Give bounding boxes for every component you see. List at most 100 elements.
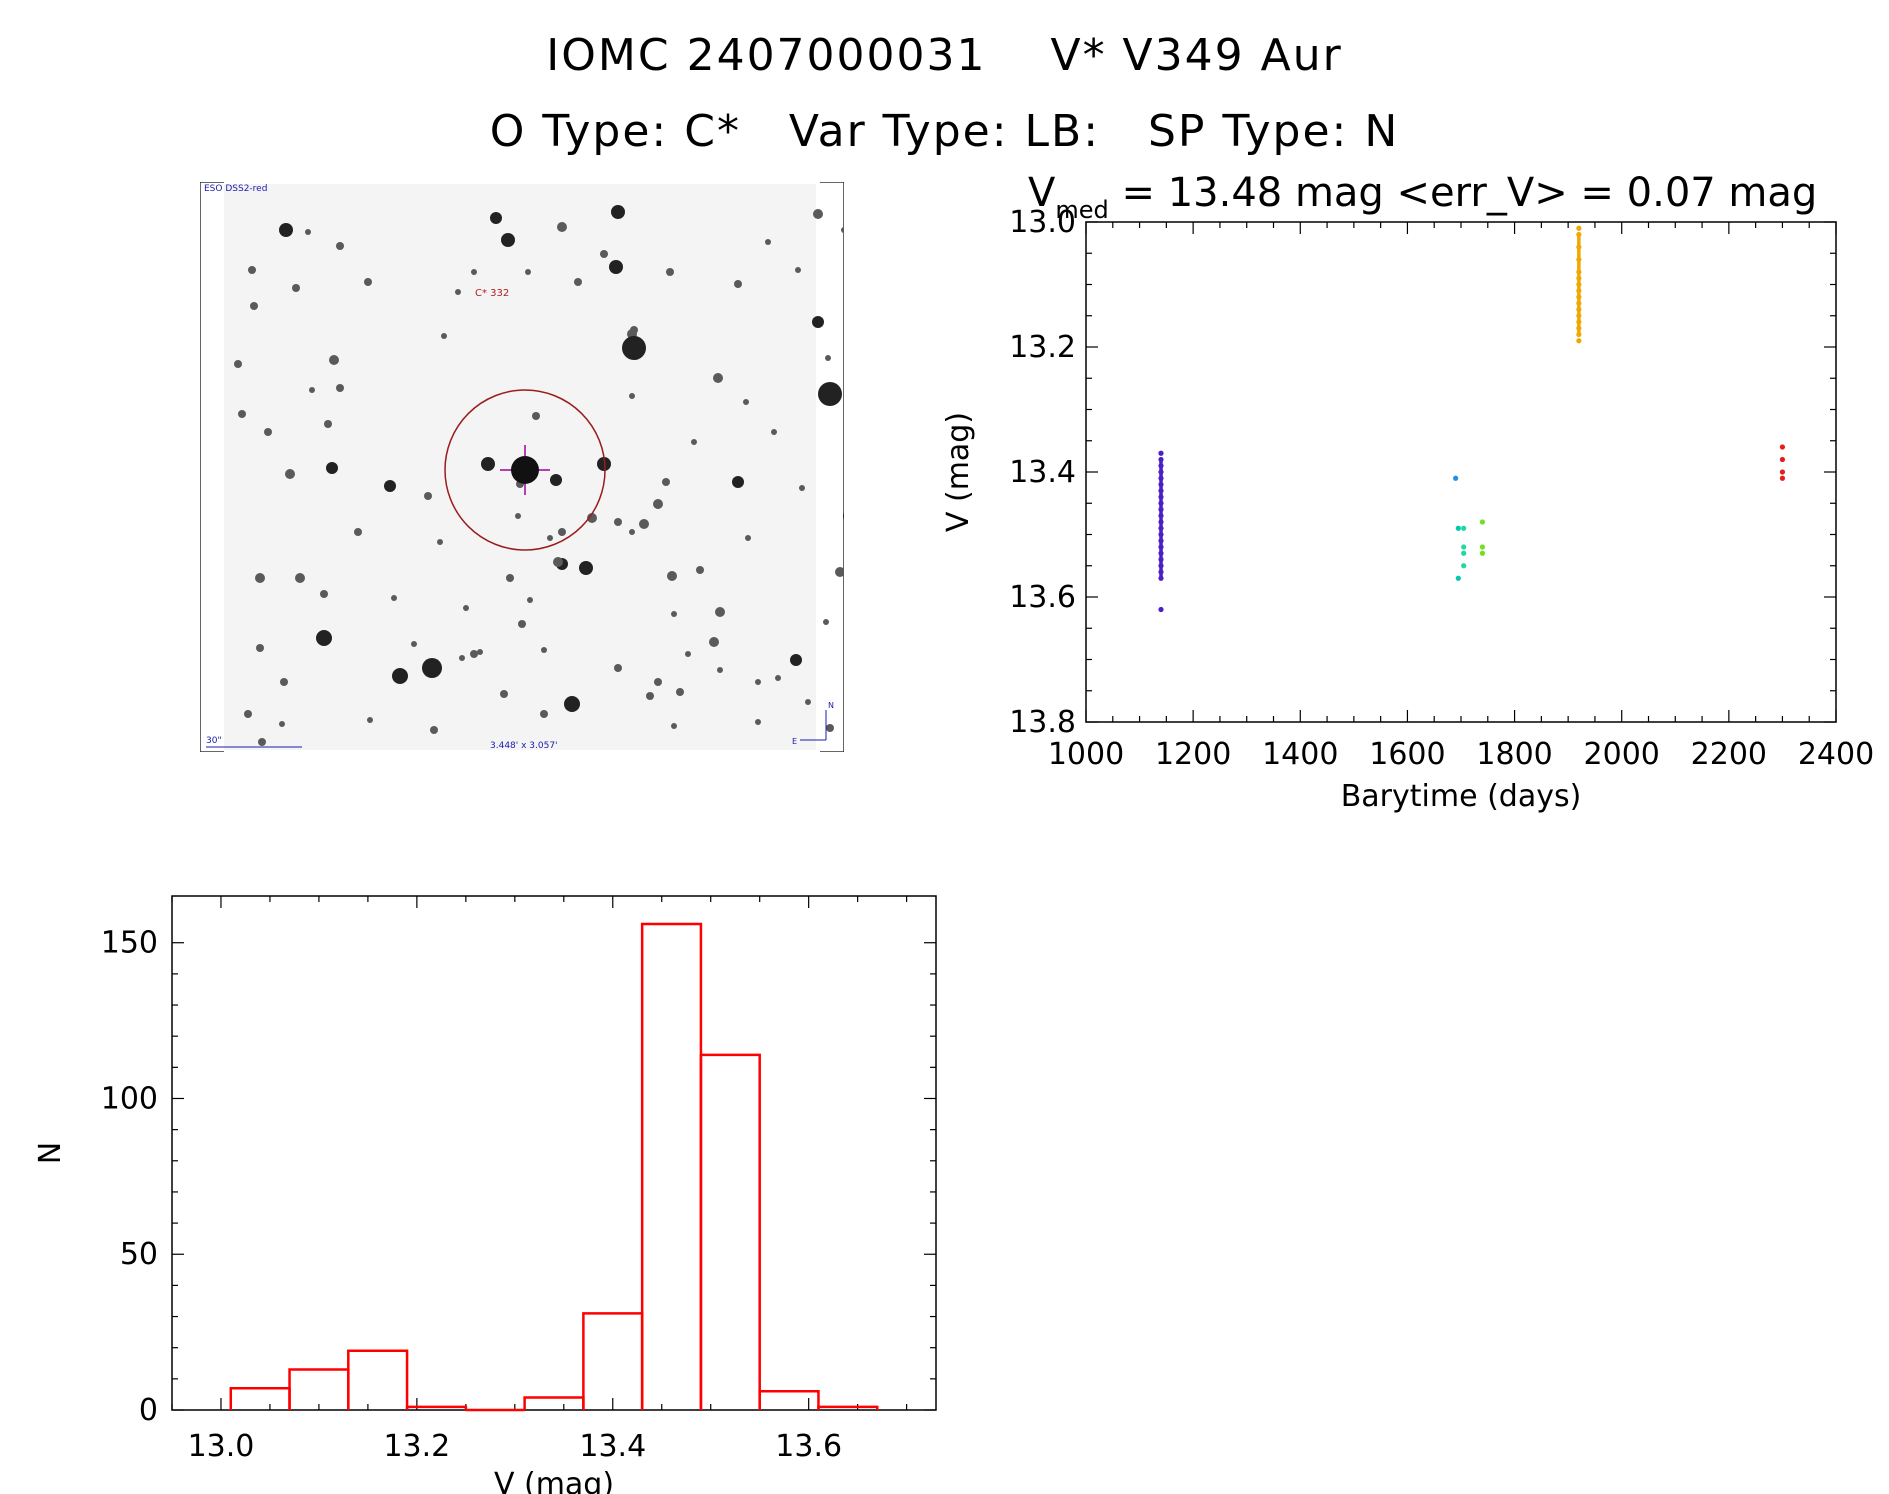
light-curve-point-epoch3 <box>1455 525 1461 531</box>
star-52 <box>459 655 465 661</box>
light-curve-point-epoch2 <box>1453 475 1459 481</box>
histogram-bar-2 <box>347 1349 409 1410</box>
star-76 <box>715 607 725 617</box>
star-95 <box>799 485 805 491</box>
light-curve-point-epoch7 <box>1779 469 1786 475</box>
star-87 <box>825 355 831 361</box>
star-71 <box>696 566 704 574</box>
light-curve-point-epoch7 <box>1779 444 1786 450</box>
compass-icon <box>800 710 827 741</box>
star-39 <box>587 513 597 523</box>
star-21 <box>441 333 447 339</box>
star-31 <box>326 462 338 474</box>
star-28 <box>626 340 638 352</box>
histogram-bar-6 <box>582 1312 644 1410</box>
star-13 <box>609 260 623 274</box>
target-star <box>511 456 539 484</box>
light-curve-y-tick-label: 13.4 <box>1009 455 1076 490</box>
star-54 <box>280 678 288 686</box>
histogram-bar-0 <box>229 1386 291 1410</box>
star-5 <box>292 284 300 292</box>
star-field <box>234 205 844 746</box>
light-curve-x-label: Barytime (days) <box>1341 779 1582 814</box>
histogram-x-tick-label: 13.4 <box>579 1429 646 1464</box>
star-6 <box>574 278 582 286</box>
light-curve-point-epoch4 <box>1461 550 1467 556</box>
star-15 <box>630 326 638 334</box>
star-114 <box>553 557 563 567</box>
star-69 <box>470 650 478 658</box>
light-curve-point-epoch5 <box>1479 519 1486 525</box>
star-26 <box>629 393 635 399</box>
star-9 <box>455 289 461 295</box>
star-3 <box>611 205 625 219</box>
star-16 <box>471 269 477 275</box>
compass-north-label: N <box>828 701 834 710</box>
star-96 <box>745 535 751 541</box>
histogram-y-tick-label: 50 <box>120 1237 158 1272</box>
sky-image-panel: ESO DSS2-red C* 332 30" 3.448' x 3.057' … <box>200 182 844 752</box>
star-8 <box>364 278 372 286</box>
histogram-x-label: V (mag) <box>494 1467 614 1494</box>
star-1 <box>490 212 502 224</box>
star-60 <box>244 710 252 718</box>
star-91 <box>790 654 802 666</box>
light-curve-point-epoch4 <box>1461 544 1467 550</box>
star-90 <box>823 619 829 625</box>
histogram-y-tick-label: 0 <box>139 1393 158 1428</box>
star-33 <box>384 480 396 492</box>
target-circle <box>444 389 606 551</box>
star-92 <box>775 675 781 681</box>
histogram-bar-1 <box>288 1368 350 1410</box>
light-curve-point-epoch5 <box>1479 544 1486 550</box>
light-curve-point-epoch1 <box>1158 606 1164 613</box>
histogram-y-tick-label: 100 <box>101 1081 158 1116</box>
star-81 <box>541 647 547 653</box>
star-55 <box>392 668 408 684</box>
star-10 <box>336 242 344 250</box>
star-20 <box>234 360 242 368</box>
star-66 <box>258 738 266 746</box>
star-56 <box>422 658 442 678</box>
fov-label: 3.448' x 3.057' <box>490 741 558 751</box>
star-62 <box>540 710 548 718</box>
star-115 <box>614 518 622 526</box>
light-curve-point-epoch6 <box>1576 225 1582 231</box>
star-61 <box>279 721 285 727</box>
star-7 <box>305 229 311 235</box>
star-77 <box>666 268 674 276</box>
scale-label: 30" <box>206 736 222 746</box>
star-30 <box>264 428 272 436</box>
star-48 <box>518 620 526 628</box>
star-29 <box>324 420 332 428</box>
light-curve-y-tick-label: 13.6 <box>1009 580 1076 615</box>
star-106 <box>765 239 771 245</box>
star-75 <box>717 667 723 673</box>
star-57 <box>500 690 508 698</box>
histogram-bar-7 <box>640 922 703 1410</box>
star-18 <box>250 302 258 310</box>
star-35 <box>662 478 670 486</box>
star-17 <box>525 269 531 275</box>
star-83 <box>391 595 397 601</box>
star-24 <box>238 410 246 418</box>
light-curve-y-tick-label: 13.2 <box>1009 330 1076 365</box>
star-99 <box>713 373 723 383</box>
star-51 <box>411 641 417 647</box>
light-curve-point-epoch5 <box>1479 550 1486 556</box>
star-50 <box>316 630 332 646</box>
light-curve-point-epoch4 <box>1461 563 1467 569</box>
light-curve-y-tick-label: 13.8 <box>1009 705 1076 740</box>
star-107 <box>813 209 823 219</box>
star-94 <box>826 724 834 732</box>
star-105 <box>795 267 801 273</box>
star-80 <box>463 605 469 611</box>
star-88 <box>843 511 844 521</box>
star-68 <box>676 688 684 696</box>
star-2 <box>501 233 515 247</box>
light-curve-point-epoch7 <box>1779 456 1786 463</box>
star-85 <box>818 382 842 406</box>
star-11 <box>557 222 567 232</box>
star-79 <box>437 539 443 545</box>
histogram-y-label: N <box>33 1142 68 1164</box>
